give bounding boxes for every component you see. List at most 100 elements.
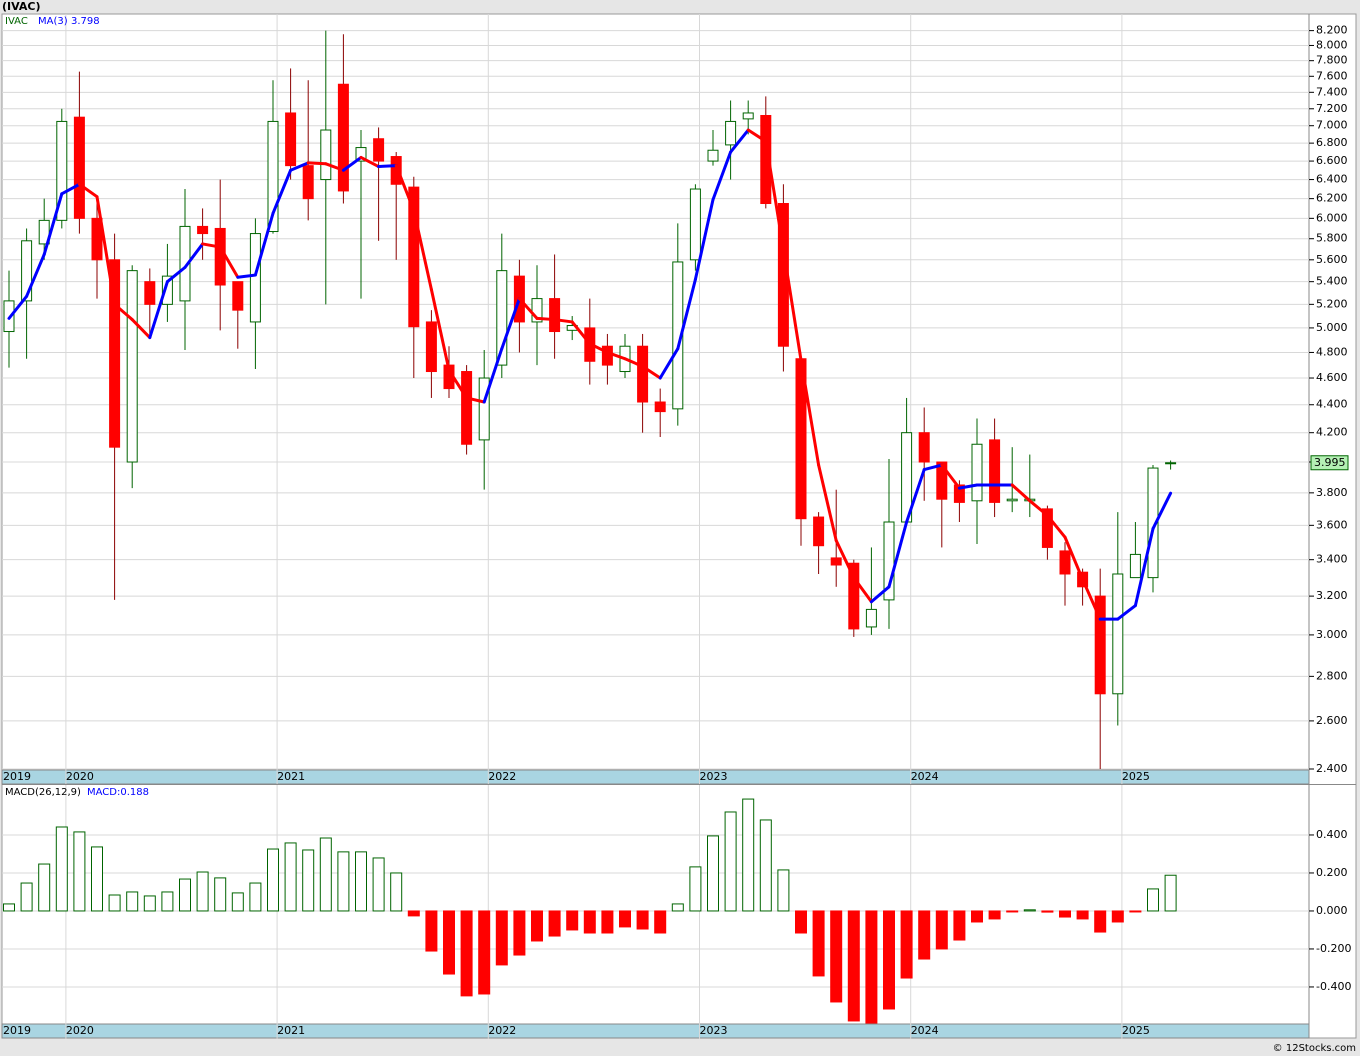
candle-body bbox=[373, 138, 385, 162]
macd-bar bbox=[495, 910, 508, 966]
macd-bar bbox=[179, 878, 191, 912]
ma-segment bbox=[623, 357, 645, 368]
x-tick-label: 2023 bbox=[700, 770, 728, 783]
macd-bar bbox=[73, 831, 86, 912]
macd-bar bbox=[689, 866, 702, 912]
candle-body bbox=[689, 188, 701, 261]
macd-bar bbox=[337, 851, 350, 912]
ma-segment bbox=[1045, 513, 1067, 539]
macd-bar bbox=[196, 871, 209, 912]
ma-segment bbox=[817, 463, 838, 543]
ma-segment bbox=[1151, 491, 1173, 531]
macd-bar bbox=[513, 910, 526, 956]
ma-segment bbox=[201, 242, 222, 249]
ma-segment bbox=[77, 182, 99, 199]
ma-segment bbox=[236, 273, 257, 279]
candle-body bbox=[1041, 508, 1053, 548]
x-tick-label: 2023 bbox=[700, 1024, 728, 1037]
candle-body bbox=[425, 321, 437, 373]
macd-bar bbox=[1111, 910, 1124, 923]
macd-bar bbox=[636, 910, 649, 930]
macd-bar bbox=[830, 910, 843, 1003]
candle-body bbox=[214, 227, 226, 286]
candle-body bbox=[742, 112, 754, 120]
y-tick-label: 2.800 bbox=[1316, 669, 1348, 682]
macd-bar bbox=[759, 819, 772, 912]
x-tick-label: 2025 bbox=[1122, 770, 1150, 783]
macd-bar bbox=[865, 910, 878, 1024]
last-price-box bbox=[1310, 455, 1349, 471]
y-tick-label: 7.400 bbox=[1316, 85, 1348, 98]
candle-body bbox=[725, 120, 737, 146]
ma-segment bbox=[148, 280, 169, 340]
candle-body bbox=[302, 165, 314, 200]
macd-bar bbox=[795, 910, 807, 934]
legend-value: MACD:0.188 bbox=[87, 787, 149, 798]
ma-segment bbox=[412, 208, 433, 292]
date-strip bbox=[1, 1023, 1310, 1039]
ma-segment bbox=[693, 198, 715, 281]
x-tick-label: 2022 bbox=[488, 1024, 516, 1037]
candle-body bbox=[531, 298, 543, 323]
last-price-label: 3.995 bbox=[1314, 456, 1346, 469]
macd-bar bbox=[267, 848, 279, 912]
y-tick-label: 0.000 bbox=[1316, 904, 1348, 917]
macd-bar bbox=[988, 910, 1001, 920]
ma-segment bbox=[183, 242, 205, 269]
macd-bar bbox=[742, 798, 755, 912]
y-tick-label: 7.000 bbox=[1316, 119, 1348, 132]
y-tick-label: 5.400 bbox=[1316, 275, 1348, 288]
candle-body bbox=[337, 83, 349, 192]
ma-segment bbox=[271, 168, 293, 215]
ma-segment bbox=[535, 316, 557, 322]
ma-segment bbox=[553, 318, 574, 324]
macd-bar bbox=[724, 811, 737, 912]
x-tick-label: 2021 bbox=[277, 1024, 305, 1037]
candle-body bbox=[408, 186, 420, 328]
ma-segment bbox=[1133, 527, 1155, 608]
ma-segment bbox=[570, 320, 592, 346]
ma-segment bbox=[218, 245, 240, 279]
ma-segment bbox=[1081, 577, 1102, 621]
macd-bar bbox=[284, 842, 297, 912]
y-tick-label: 5.000 bbox=[1316, 321, 1348, 334]
legend-value: 3.798 bbox=[71, 16, 100, 27]
ma-segment bbox=[359, 155, 381, 169]
y-tick-label: 5.600 bbox=[1316, 253, 1348, 266]
ma-segment bbox=[922, 463, 944, 472]
candle-body bbox=[936, 461, 948, 500]
macd-bar bbox=[1059, 910, 1071, 918]
macd-bar bbox=[654, 910, 667, 934]
grid bbox=[2, 14, 1314, 1039]
candle-body bbox=[883, 521, 895, 601]
ma-segment bbox=[113, 302, 134, 322]
candle-body bbox=[144, 281, 156, 305]
y-tick-label: 2.600 bbox=[1316, 714, 1348, 727]
ma-segment bbox=[7, 294, 29, 320]
ma-segment bbox=[834, 539, 856, 580]
ma-segment bbox=[25, 252, 46, 298]
macd-bar bbox=[847, 910, 860, 1022]
y-tick-label: 3.200 bbox=[1316, 589, 1348, 602]
candle-body bbox=[1129, 553, 1141, 579]
ma-segment bbox=[781, 247, 803, 362]
macd-bar bbox=[425, 910, 438, 952]
y-tick-label: 3.800 bbox=[1316, 486, 1348, 499]
date-strip bbox=[1, 769, 1310, 785]
ma-segment bbox=[588, 342, 609, 354]
macd-bar bbox=[249, 882, 262, 912]
candle-body bbox=[707, 149, 719, 162]
candle-body bbox=[390, 156, 402, 185]
macd-bar bbox=[1147, 888, 1159, 912]
candle-body bbox=[91, 217, 103, 261]
ma-segment bbox=[940, 463, 961, 490]
macd-bar bbox=[883, 910, 895, 1010]
ma-segment bbox=[1028, 499, 1049, 517]
macd-bar bbox=[900, 910, 913, 979]
ma-segment bbox=[869, 585, 891, 604]
candle-body bbox=[989, 439, 1001, 503]
ma-segment bbox=[377, 164, 398, 169]
macd-bar bbox=[3, 903, 15, 912]
